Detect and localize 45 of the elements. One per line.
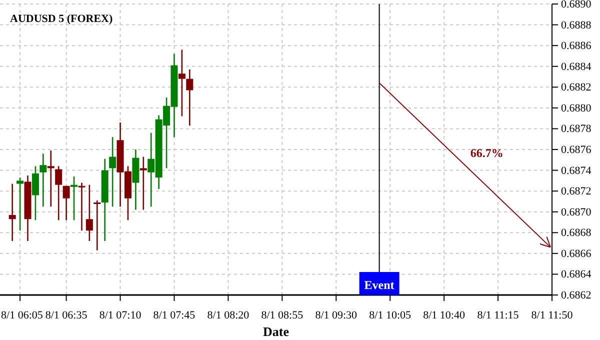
x-axis-title: Date	[263, 324, 290, 339]
x-tick-label: 8/1 07:10	[99, 309, 142, 322]
y-tick-label: 0.6890	[561, 0, 592, 11]
candlestick	[86, 184, 93, 242]
y-tick-label: 0.6862	[561, 290, 592, 302]
y-tick-label: 0.6870	[561, 206, 592, 218]
candlestick	[109, 136, 116, 208]
candlestick	[186, 68, 194, 126]
candlestick	[32, 165, 39, 221]
x-tick-label: 8/1 06:35	[45, 309, 88, 322]
ref-line-label: Event	[364, 278, 394, 292]
annotation: 66.7%	[470, 146, 504, 160]
x-tick-label: 8/1 06:05	[1, 309, 44, 322]
candlestick	[78, 182, 86, 232]
x-tick-label: 8/1 11:50	[531, 309, 574, 322]
y-tick-label: 0.6878	[561, 123, 592, 136]
y-tick-label: 0.6874	[561, 164, 592, 177]
candlestick	[70, 176, 78, 221]
candlestick	[8, 183, 16, 242]
candlestick	[62, 185, 70, 221]
candlestick	[16, 176, 24, 232]
candlestick	[178, 49, 186, 117]
y-tick-label: 0.6880	[561, 102, 592, 114]
x-tick-label: 8/1 10:05	[369, 309, 412, 322]
y-tick-label: 0.6884	[561, 60, 592, 73]
candlestick	[140, 156, 147, 210]
y-tick-label: 0.6866	[561, 248, 592, 260]
candlestick	[40, 153, 47, 208]
y-tick-label: 0.6882	[561, 82, 592, 94]
x-tick-label: 8/1 09:30	[315, 309, 358, 322]
candlestick	[55, 165, 62, 221]
x-tick-label: 8/1 07:45	[153, 309, 196, 322]
y-tick-label: 0.6868	[561, 227, 592, 240]
candlestick	[47, 150, 54, 208]
y-tick-label: 0.6876	[561, 144, 592, 156]
y-tick-label: 0.6886	[561, 40, 592, 52]
x-tick-label: 8/1 08:55	[261, 309, 304, 322]
x-tick-label: 8/1 08:20	[207, 309, 250, 322]
y-tick-label: 0.6888	[561, 19, 592, 32]
y-tick-label: 0.6872	[561, 186, 592, 198]
x-tick-label: 8/1 10:40	[423, 309, 466, 322]
y-tick-label: 0.6864	[561, 268, 592, 281]
candlestick	[94, 200, 101, 251]
x-tick-label: 8/1 11:15	[477, 309, 520, 322]
text: AUDUSD 5 (FOREX)	[10, 13, 113, 25]
